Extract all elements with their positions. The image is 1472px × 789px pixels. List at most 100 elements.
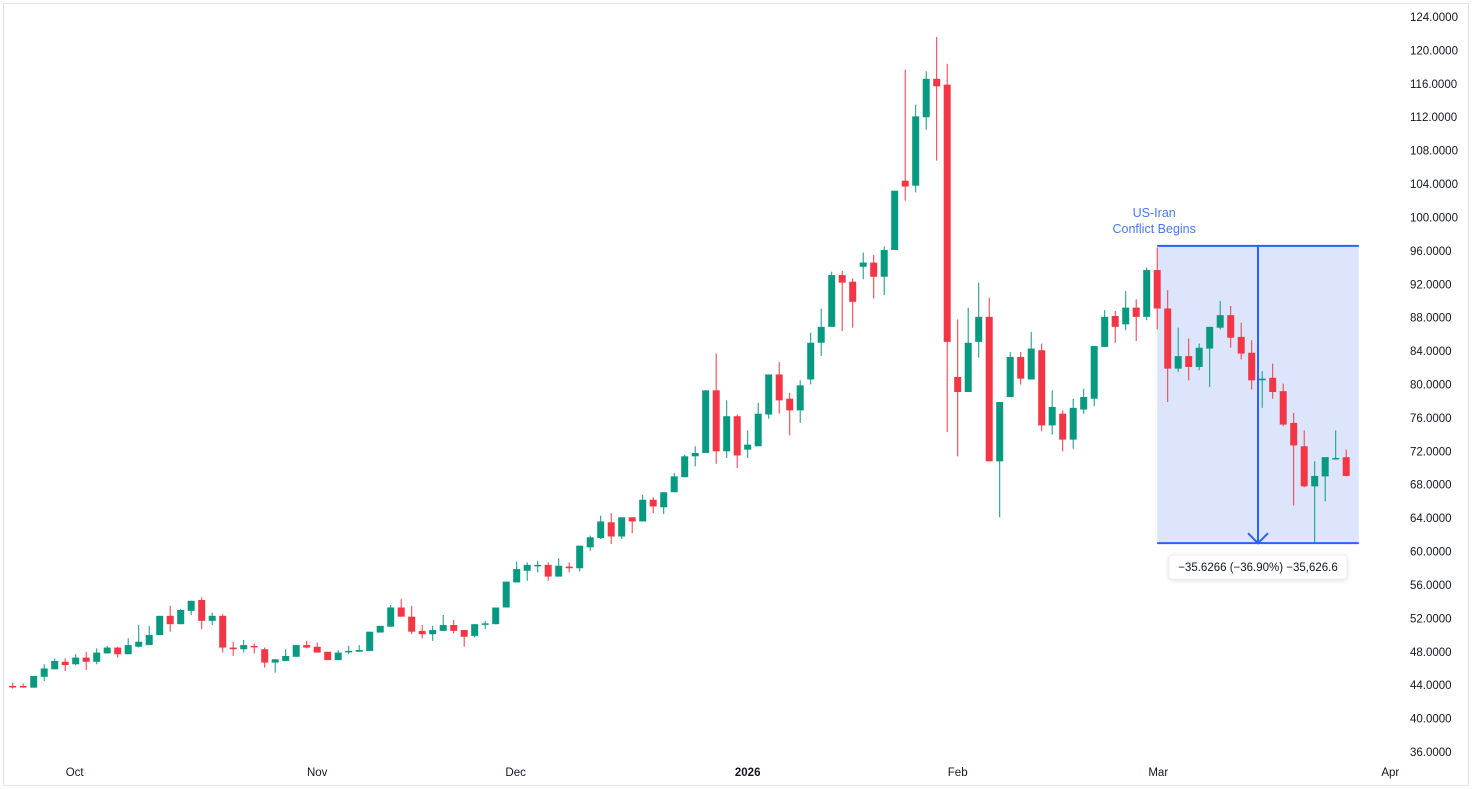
price-tick-label: 108.0000 bbox=[1410, 146, 1458, 158]
candle bbox=[733, 414, 741, 469]
candle-body bbox=[450, 625, 458, 631]
candle bbox=[1269, 363, 1277, 399]
candle bbox=[418, 625, 426, 639]
candle-body bbox=[817, 326, 825, 343]
candle bbox=[555, 558, 563, 577]
candle bbox=[985, 297, 993, 462]
candle bbox=[9, 682, 17, 689]
candle-body bbox=[1111, 316, 1119, 327]
price-tick-label: 112.0000 bbox=[1410, 112, 1457, 124]
candle-body bbox=[198, 599, 206, 621]
candle-body bbox=[775, 374, 783, 401]
candle bbox=[607, 513, 615, 545]
candle bbox=[187, 600, 195, 616]
candle-body bbox=[1258, 378, 1266, 381]
price-tick-label: 48.0000 bbox=[1410, 647, 1452, 659]
candle-body bbox=[229, 647, 237, 650]
candle-body bbox=[439, 625, 447, 631]
candle bbox=[82, 651, 90, 671]
candle bbox=[681, 454, 689, 478]
candle-body bbox=[670, 476, 678, 493]
candle-body bbox=[786, 398, 794, 411]
candle bbox=[964, 307, 972, 393]
annotation-us-iran: US-Iran Conflict Begins bbox=[1113, 206, 1196, 236]
candle-body bbox=[534, 564, 542, 567]
candle bbox=[849, 278, 857, 328]
candle-body bbox=[1332, 457, 1340, 460]
candle-body bbox=[597, 521, 605, 539]
candle bbox=[765, 374, 773, 419]
candle bbox=[901, 69, 909, 201]
time-tick-label: Feb bbox=[948, 767, 968, 779]
time-axis[interactable]: Oct Nov Dec 2026 Feb Mar Apr bbox=[66, 767, 1400, 779]
candle bbox=[292, 645, 300, 657]
candle-body bbox=[565, 566, 573, 569]
candle-body bbox=[30, 675, 38, 688]
candle-body bbox=[1101, 316, 1109, 347]
candle-body bbox=[177, 609, 185, 625]
candle-body bbox=[1027, 348, 1035, 380]
candle bbox=[670, 473, 678, 493]
candle-body bbox=[387, 607, 395, 627]
measure-label: −35.6266 (−36.90%) −35,626.6 bbox=[1178, 562, 1338, 574]
candle bbox=[954, 319, 962, 457]
candle bbox=[933, 37, 941, 161]
candle bbox=[1195, 343, 1203, 371]
candle-body bbox=[82, 657, 90, 662]
price-tick-label: 100.0000 bbox=[1410, 212, 1458, 224]
candle bbox=[219, 614, 227, 653]
candle bbox=[282, 649, 290, 661]
candle bbox=[1153, 247, 1161, 330]
candle bbox=[639, 494, 647, 522]
price-range-measure[interactable]: −35.6266 (−36.90%) −35,626.6 bbox=[1157, 244, 1359, 580]
candle bbox=[1038, 343, 1046, 432]
price-tick-label: 104.0000 bbox=[1410, 179, 1458, 191]
candle-body bbox=[870, 262, 878, 277]
candle-body bbox=[397, 607, 405, 617]
candle-body bbox=[1311, 475, 1319, 487]
candle bbox=[1164, 290, 1172, 403]
candle-body bbox=[502, 581, 510, 608]
candle bbox=[376, 625, 384, 633]
candle-body bbox=[1227, 315, 1235, 338]
candle bbox=[513, 561, 521, 583]
candle bbox=[303, 640, 311, 649]
candle-body bbox=[355, 650, 363, 652]
candle bbox=[565, 562, 573, 573]
candle-body bbox=[481, 623, 489, 625]
candle bbox=[1101, 310, 1109, 347]
candle-body bbox=[72, 657, 80, 665]
candle-body bbox=[313, 646, 321, 653]
candle-body bbox=[240, 645, 248, 650]
price-axis[interactable]: 124.0000 120.0000 116.0000 112.0000 108.0000… bbox=[1410, 12, 1458, 759]
candle-body bbox=[744, 444, 752, 450]
candle bbox=[1227, 305, 1235, 348]
candle bbox=[324, 651, 332, 661]
candle-body bbox=[408, 616, 416, 632]
price-tick-label: 84.0000 bbox=[1410, 346, 1452, 358]
price-tick-label: 64.0000 bbox=[1410, 513, 1452, 525]
candle-body bbox=[1006, 356, 1014, 398]
candle bbox=[30, 675, 38, 688]
price-tick-label: 88.0000 bbox=[1410, 313, 1452, 325]
candle-body bbox=[964, 342, 972, 393]
candle bbox=[1300, 430, 1308, 488]
candle-body bbox=[1143, 270, 1151, 317]
price-tick-label: 124.0000 bbox=[1410, 12, 1458, 24]
candle-body bbox=[492, 607, 500, 625]
candle-body bbox=[124, 645, 132, 655]
candle-body bbox=[156, 615, 164, 636]
candle-body bbox=[1059, 413, 1067, 440]
candle-body bbox=[418, 630, 426, 635]
candle bbox=[828, 271, 836, 327]
candle bbox=[198, 597, 206, 630]
candle bbox=[786, 392, 794, 436]
candle-body bbox=[586, 537, 594, 548]
price-tick-label: 36.0000 bbox=[1410, 747, 1452, 759]
candle bbox=[912, 104, 920, 193]
candle-body bbox=[712, 390, 720, 452]
candle-body bbox=[859, 262, 867, 267]
candle-body bbox=[1206, 326, 1214, 349]
candle bbox=[1090, 346, 1098, 407]
